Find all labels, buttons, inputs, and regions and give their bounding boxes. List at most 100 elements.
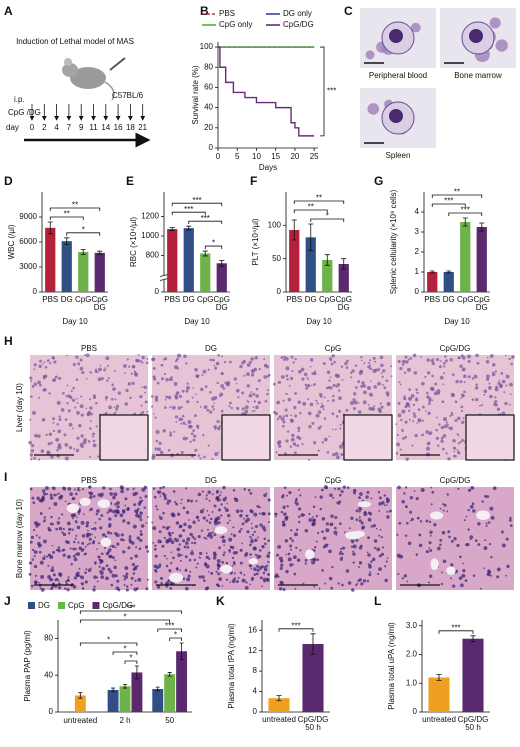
- nucleus-dot: [278, 444, 282, 448]
- nucleus-dot: [378, 567, 382, 572]
- nucleus-dot: [446, 493, 449, 496]
- nucleus-dot: [72, 398, 76, 402]
- nucleus-dot: [321, 517, 326, 521]
- nucleus-dot: [73, 557, 78, 562]
- nucleus-dot: [33, 555, 36, 558]
- nucleus-dot: [113, 406, 116, 409]
- nucleus-dot: [175, 391, 180, 395]
- nucleus-dot: [327, 385, 331, 390]
- nucleus-dot: [435, 416, 438, 419]
- nucleus-dot: [250, 539, 254, 544]
- nucleus-dot: [362, 384, 366, 388]
- nucleus-dot: [109, 570, 113, 574]
- nucleus-dot: [201, 374, 204, 377]
- nucleus-dot: [291, 369, 294, 372]
- nucleus-dot: [85, 521, 90, 525]
- panel-label: A: [4, 4, 13, 18]
- nucleus-dot: [411, 444, 414, 447]
- nucleus-dot: [381, 546, 385, 549]
- nucleus-dot: [84, 571, 87, 575]
- nucleus-dot: [66, 588, 70, 592]
- nucleus-dot: [137, 354, 140, 357]
- nucleus-dot: [207, 570, 210, 573]
- nucleus-dot: [390, 365, 393, 368]
- nucleus-dot: [301, 443, 304, 446]
- nucleus-dot: [180, 422, 182, 425]
- nucleus-dot: [50, 454, 54, 459]
- y-axis-label: Plasma total uPA (ng/ml): [387, 622, 396, 710]
- nucleus-dot: [369, 380, 372, 382]
- nucleus-dot: [425, 430, 430, 434]
- nucleus-dot: [290, 437, 295, 442]
- nucleus-dot: [203, 455, 206, 459]
- nucleus-dot: [404, 420, 408, 424]
- nucleus-dot: [88, 410, 91, 414]
- y-tick-label: 9000: [19, 212, 37, 221]
- nucleus-dot: [216, 499, 220, 502]
- nucleus-dot: [199, 509, 204, 514]
- nucleus-dot: [367, 403, 370, 406]
- nucleus-dot: [134, 554, 138, 558]
- nucleus-dot: [168, 569, 172, 573]
- nucleus-dot: [204, 385, 208, 389]
- nucleus-dot: [101, 533, 106, 537]
- nucleus-dot: [416, 391, 419, 395]
- nucleus-dot: [436, 389, 441, 394]
- nucleus-dot: [186, 382, 189, 385]
- nucleus-dot: [291, 539, 295, 543]
- nucleus-dot: [282, 415, 285, 418]
- nucleus: [389, 29, 403, 43]
- nucleus-dot: [485, 359, 490, 364]
- significance-label: ***: [451, 623, 460, 632]
- nucleus-dot: [355, 538, 359, 542]
- nucleus-dot: [125, 388, 129, 393]
- nucleus-dot: [226, 521, 229, 524]
- nucleus-dot: [311, 421, 315, 425]
- nucleus-dot: [509, 516, 512, 520]
- nucleus-dot: [162, 485, 165, 489]
- nucleus-dot: [256, 564, 259, 568]
- nucleus-dot: [331, 412, 335, 416]
- nucleus-dot: [31, 548, 35, 552]
- error-bar: [308, 223, 314, 252]
- nucleus-dot: [486, 495, 490, 498]
- nucleus-dot: [80, 520, 85, 525]
- fat-vacuole: [66, 503, 80, 513]
- nucleus-dot: [168, 377, 173, 382]
- nucleus-dot: [218, 546, 221, 550]
- nucleus-dot: [93, 585, 96, 588]
- nucleus-dot: [182, 506, 186, 510]
- nucleus-dot: [280, 375, 285, 379]
- nucleus-dot: [115, 509, 119, 513]
- nucleus-dot: [412, 412, 416, 415]
- nucleus-dot: [331, 398, 335, 402]
- significance-label: ***: [444, 197, 453, 206]
- nucleus-dot: [72, 513, 77, 518]
- nucleus-dot: [216, 516, 221, 520]
- nucleus-dot: [249, 553, 252, 556]
- nucleus-dot: [460, 405, 464, 409]
- nucleus-dot: [125, 572, 129, 576]
- nucleus-dot: [295, 546, 298, 550]
- nucleus-dot: [328, 379, 331, 382]
- nucleus-dot: [287, 552, 291, 556]
- nucleus-dot: [254, 356, 258, 360]
- nucleus-dot: [241, 578, 246, 583]
- nucleus-dot: [232, 488, 236, 492]
- nucleus-dot: [476, 361, 480, 365]
- nucleus-dot: [155, 565, 160, 570]
- nucleus-dot: [287, 557, 292, 562]
- y-axis-label: Splenic cellularity (×10⁸ cells): [389, 189, 398, 294]
- nucleus-dot: [416, 516, 420, 520]
- nucleus-dot: [253, 567, 257, 571]
- nucleus-dot: [376, 547, 381, 552]
- nucleus-dot: [57, 546, 61, 549]
- nucleus-dot: [315, 399, 318, 402]
- nucleus-dot: [156, 381, 160, 385]
- nucleus-dot: [308, 424, 312, 429]
- nucleus-dot: [178, 534, 183, 538]
- nucleus-dot: [81, 541, 85, 545]
- nucleus-dot: [190, 551, 194, 556]
- nucleus-dot: [140, 404, 143, 407]
- nucleus-dot: [112, 509, 116, 514]
